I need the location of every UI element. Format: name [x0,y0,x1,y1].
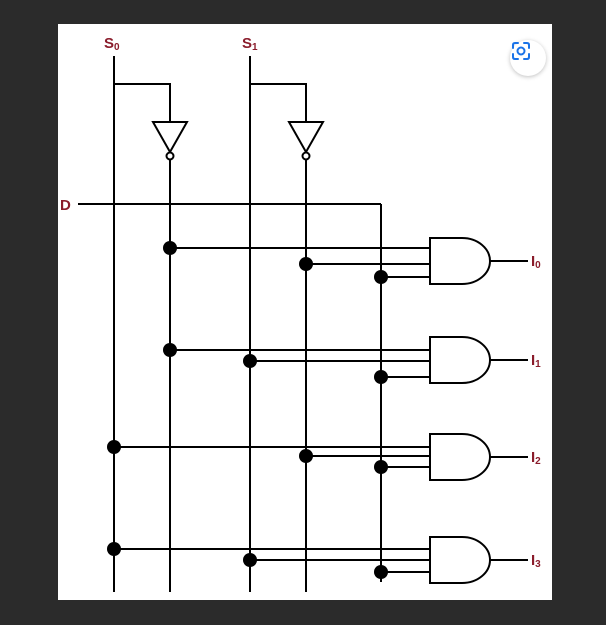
visual-search-button[interactable] [510,40,546,76]
junction-dot [374,565,388,579]
junction-dot [163,241,177,255]
not-bubble-s0 [165,151,175,161]
and-gate-2 [429,433,491,481]
wires [78,56,528,592]
junction-dot [374,370,388,384]
junction-dot [374,460,388,474]
wire-s1-tap [250,83,307,122]
label-out-0: I0 [531,253,541,271]
label-s0: S0 [104,35,120,53]
junction-dot [299,449,313,463]
not-gate-s1 [287,121,325,155]
not-bubble-s1 [301,151,311,161]
junction-dot [374,270,388,284]
not-gates [151,121,325,161]
label-out-1: I1 [531,352,541,370]
visual-search-icon [512,42,530,60]
not-gate-s0 [151,121,189,155]
junction-dot [243,553,257,567]
junction-dot [107,542,121,556]
junction-dot [107,440,121,454]
and-gate-3 [429,536,491,584]
label-out-3: I3 [531,552,541,570]
junction-dot [163,343,177,357]
label-out-2: I2 [531,449,541,467]
wire-s0-tap [114,83,171,122]
junctions [107,241,388,579]
and-gate-1 [429,336,491,384]
label-d: D [60,197,71,214]
and-gates [429,237,491,584]
and-gate-0 [429,237,491,285]
junction-dot [243,354,257,368]
label-s1: S1 [242,35,258,53]
junction-dot [299,257,313,271]
